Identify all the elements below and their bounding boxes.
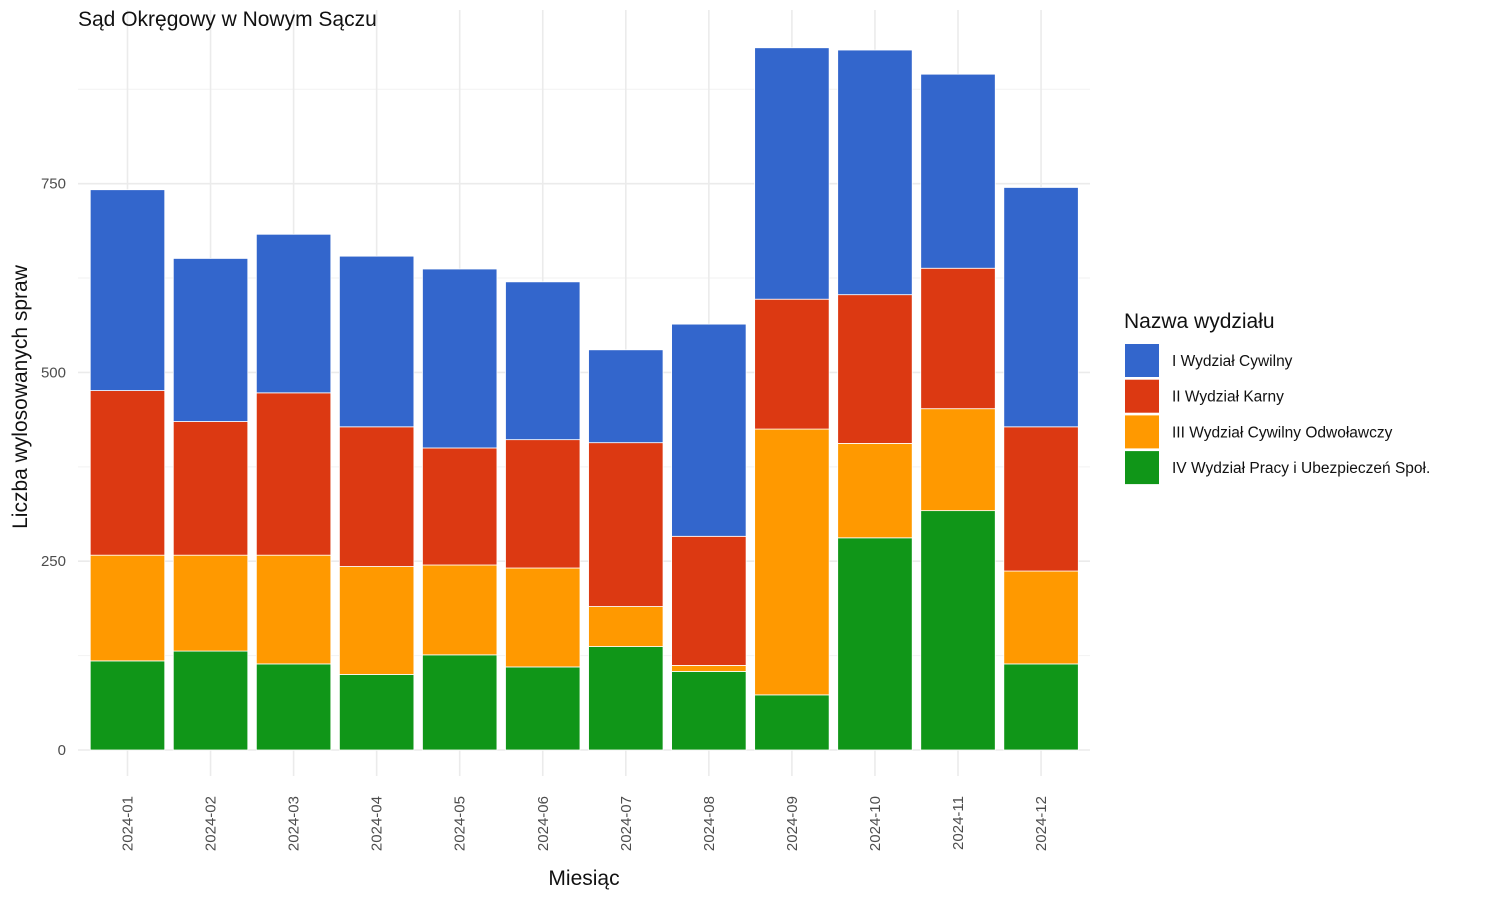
x-tick-label: 2024-12 <box>1033 796 1050 851</box>
y-tick-label: 750 <box>41 176 66 193</box>
bar-segment <box>338 566 415 675</box>
bar-segment <box>505 439 581 569</box>
bar-segment <box>1003 187 1079 428</box>
y-axis-title: Liczba wylosowanych spraw <box>9 264 32 529</box>
bar-segment <box>920 510 996 751</box>
bar-segment <box>671 665 747 672</box>
bar-segment <box>172 554 249 652</box>
bar-segment <box>754 694 830 751</box>
bar-segment <box>338 255 415 428</box>
bar-segment <box>588 646 664 751</box>
bar-segment <box>1003 663 1079 751</box>
bar-segment <box>505 567 581 668</box>
bar-segment <box>505 666 581 751</box>
y-tick-label: 250 <box>41 553 66 570</box>
bar-segment <box>754 428 830 696</box>
legend: Nazwa wydziału I Wydział Cywilny II Wydzi… <box>1124 310 1430 485</box>
y-tick-label: 500 <box>41 364 66 381</box>
y-tick-label: 0 <box>58 742 66 759</box>
x-tick-label: 2024-09 <box>784 796 801 851</box>
bar-segment <box>837 49 913 296</box>
x-tick-label: 2024-04 <box>369 796 386 851</box>
x-tick-label: 2024-02 <box>203 796 220 851</box>
bar-segment <box>1003 426 1079 572</box>
legend-label: III Wydział Cywilny Odwoławczy <box>1172 424 1393 441</box>
legend-label: II Wydział Karny <box>1172 389 1284 406</box>
legend-swatch <box>1125 415 1159 449</box>
bar-segment <box>1003 570 1079 665</box>
legend-swatch <box>1125 344 1159 377</box>
bar-segment <box>255 233 332 394</box>
bar-segment <box>671 323 747 537</box>
bar-segment <box>172 650 249 751</box>
axis-layer: 0 250 500 750 2024-01 2024-02 2024-03 2024-04 20… <box>41 176 1050 851</box>
bar-segment <box>505 281 581 441</box>
legend-title: Nazwa wydziału <box>1124 310 1275 333</box>
bar-segment <box>671 535 747 666</box>
bar-segment <box>422 447 498 566</box>
legend-label: I Wydział Cywilny <box>1172 353 1293 370</box>
bar-segment <box>172 258 249 422</box>
bar-segment <box>920 73 996 269</box>
bar-segment <box>588 606 664 647</box>
x-tick-label: 2024-03 <box>286 796 303 851</box>
x-axis-title: Miesiąc <box>548 867 619 890</box>
bar-segment <box>89 390 166 556</box>
x-tick-label: 2024-01 <box>120 796 137 851</box>
bar-segment <box>89 554 166 662</box>
x-tick-label: 2024-11 <box>950 796 967 850</box>
x-tick-label: 2024-10 <box>867 796 884 851</box>
bar-segment <box>837 443 913 539</box>
bar-segment <box>422 268 498 449</box>
bar-segment <box>338 674 415 751</box>
x-tick-label: 2024-06 <box>535 796 552 851</box>
bar-segment <box>588 349 664 444</box>
legend-label: IV Wydział Pracy i Ubezpieczeń Społ. <box>1172 460 1430 477</box>
bar-segment <box>754 47 830 300</box>
legend-swatch <box>1125 451 1159 485</box>
bar-segment <box>89 189 166 391</box>
bar-segment <box>754 298 830 430</box>
bar-segment <box>671 671 747 751</box>
bar-segment <box>422 564 498 656</box>
bar-segment <box>255 392 332 556</box>
bar-segment <box>920 267 996 410</box>
bar-segment <box>255 663 332 751</box>
bar-segment <box>89 660 166 751</box>
bar-segment <box>837 294 913 444</box>
bar-segment <box>338 426 415 567</box>
bar-segment <box>588 442 664 607</box>
bar-segment <box>255 554 332 665</box>
bar-segment <box>422 654 498 751</box>
legend-swatch <box>1125 379 1159 413</box>
bar-segment <box>837 537 913 751</box>
x-tick-label: 2024-07 <box>618 796 635 851</box>
x-tick-label: 2024-05 <box>452 796 469 851</box>
bar-segment <box>920 408 996 512</box>
bars-layer <box>89 47 1079 751</box>
bar-segment <box>172 421 249 556</box>
chart-title: Sąd Okręgowy w Nowym Sączu <box>78 8 377 31</box>
x-tick-label: 2024-08 <box>701 796 718 851</box>
